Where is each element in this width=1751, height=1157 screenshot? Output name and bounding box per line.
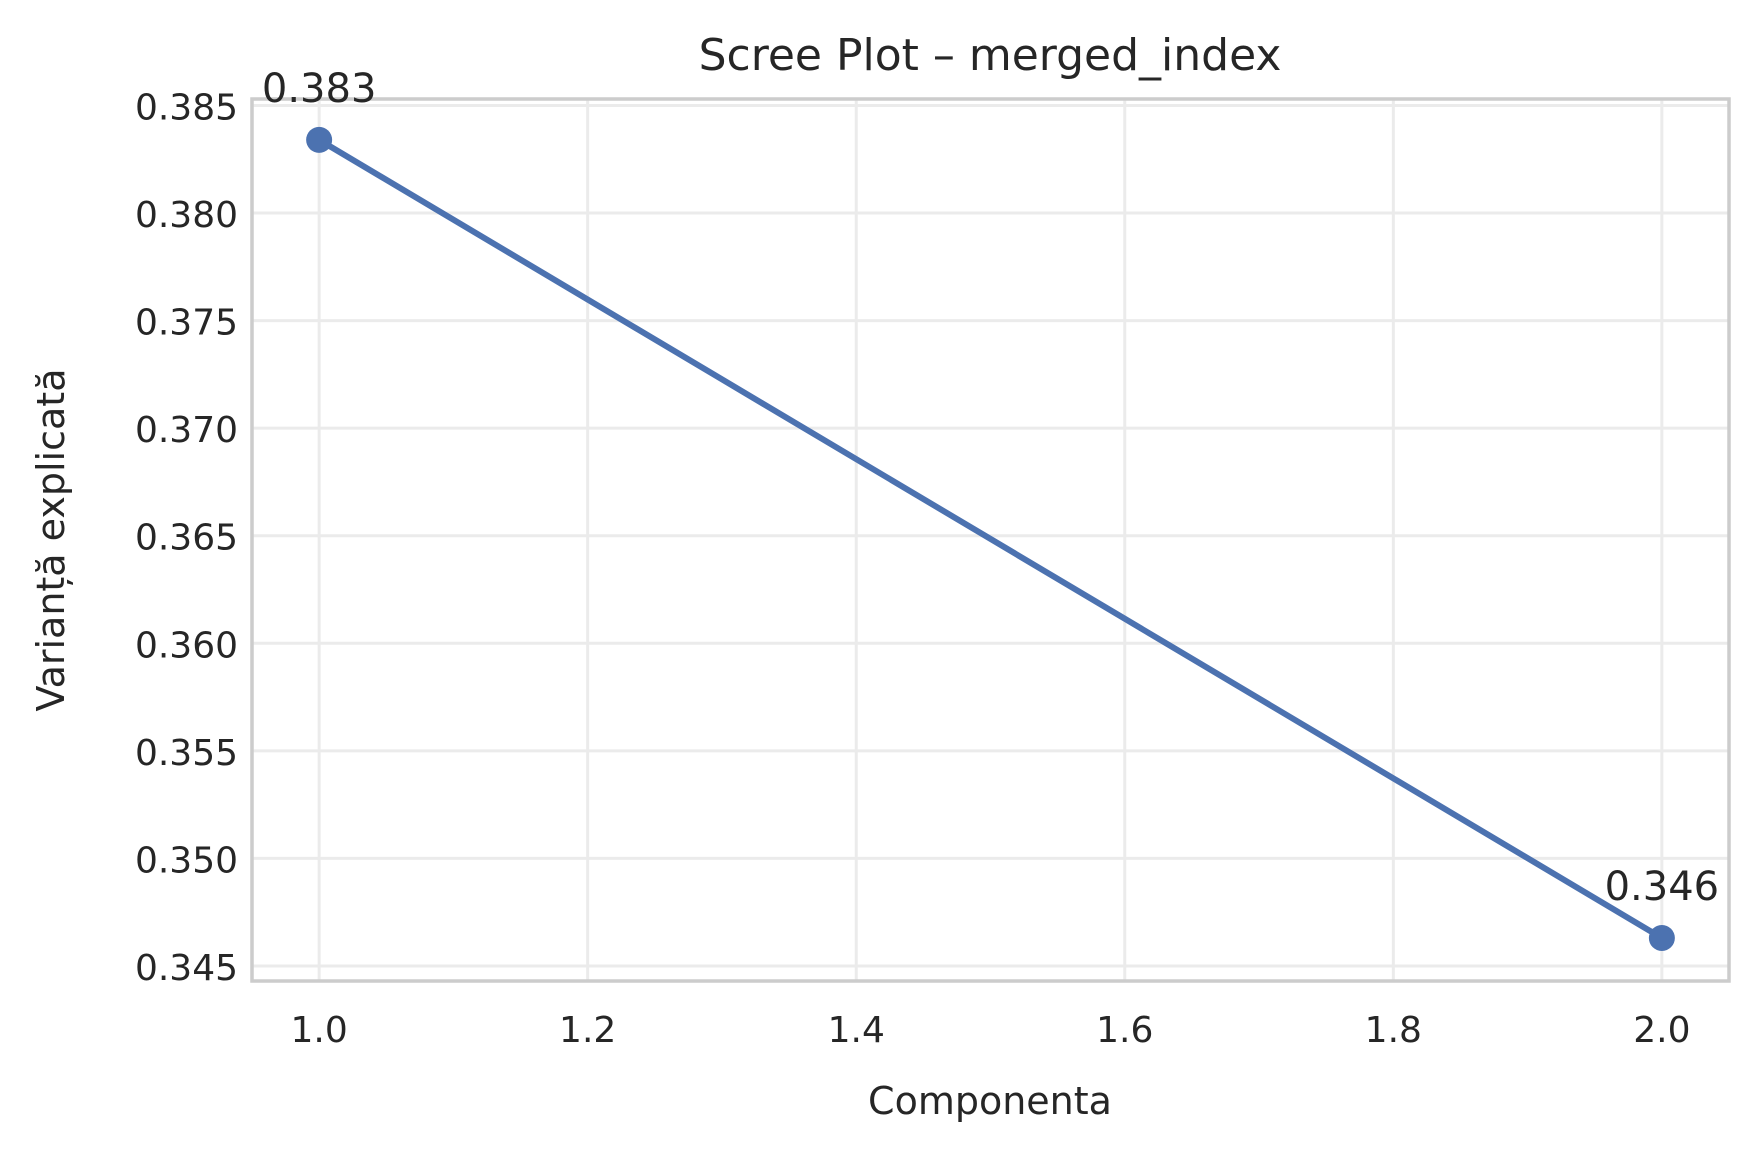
chart-title: Scree Plot – merged_index: [699, 30, 1282, 81]
y-tick-label: 0.370: [135, 410, 238, 451]
x-axis-label: Componenta: [868, 1079, 1112, 1123]
series-layer: 0.383 0.346: [262, 66, 1719, 951]
x-axis-ticks: 1.0 1.2 1.4 1.6 1.8 2.0: [291, 1010, 1691, 1051]
x-tick-label: 2.0: [1633, 1010, 1690, 1051]
data-point: [306, 126, 333, 153]
y-tick-label: 0.385: [135, 87, 238, 128]
y-tick-label: 0.355: [135, 733, 238, 774]
y-tick-label: 0.360: [135, 625, 238, 666]
series-line: [316, 136, 1665, 941]
y-axis-ticks: 0.345 0.350 0.355 0.360 0.365 0.370 0.375 0.380…: [135, 87, 238, 988]
x-tick-label: 1.2: [559, 1010, 616, 1051]
y-tick-label: 0.380: [135, 195, 238, 236]
y-axis-label: Varianță explicată: [29, 369, 73, 712]
y-tick-label: 0.375: [135, 303, 238, 344]
x-tick-label: 1.6: [1096, 1010, 1153, 1051]
x-tick-label: 1.8: [1365, 1010, 1422, 1051]
y-tick-label: 0.365: [135, 518, 238, 559]
data-label: 0.346: [1605, 864, 1720, 910]
y-tick-label: 0.350: [135, 840, 238, 881]
plot-frame: [250, 97, 1731, 983]
data-label: 0.383: [262, 66, 377, 112]
data-point: [1648, 924, 1675, 951]
x-tick-label: 1.4: [828, 1010, 885, 1051]
y-tick-label: 0.345: [135, 948, 238, 989]
x-tick-label: 1.0: [291, 1010, 348, 1051]
